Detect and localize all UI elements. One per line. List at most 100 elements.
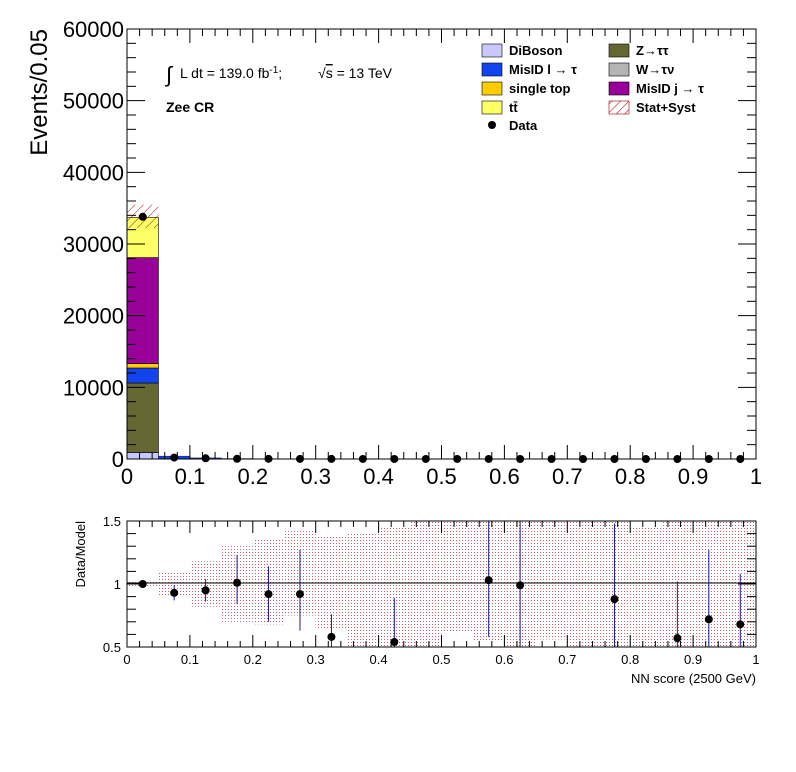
ratio-y-tick-labels: 0.5 1 1.5 [103, 514, 121, 655]
main-y-tick-label: 10000 [63, 375, 124, 400]
main-x-tick-label: 0.3 [300, 464, 331, 489]
legend-swatch-stat-syst [608, 100, 630, 115]
integral-sign: ∫ [164, 62, 174, 87]
ratio-axis-ticks [126, 520, 757, 648]
legend-label: MisID j → τ [636, 81, 704, 96]
legend-label: Stat+Syst [636, 100, 696, 115]
ratio-point [610, 595, 619, 604]
ratio-band-bin [441, 521, 473, 632]
legend-label: DiBoson [509, 43, 563, 58]
main-x-tick-label: 0.8 [615, 464, 646, 489]
stack-bar-misid-j [126, 257, 159, 364]
main-y-tick-label: 20000 [63, 304, 124, 329]
legend: DiBoson Z→ττ MisID l → τ W→τν single top MisI… [481, 43, 704, 133]
main-x-tick-label: 0.9 [678, 464, 709, 489]
legend-label: Data [509, 118, 538, 133]
ratio-point [170, 588, 179, 597]
ratio-x-tick-label: 0.7 [558, 652, 576, 667]
ratio-x-tick-label: 0.8 [621, 652, 639, 667]
main-y-tick-label: 50000 [63, 89, 124, 114]
main-y-tick-label: 40000 [63, 160, 124, 185]
ratio-point [264, 590, 273, 599]
main-y-tick-label: 30000 [63, 232, 124, 257]
data-points [138, 212, 745, 463]
ratio-y-tick-label: 1.5 [103, 514, 121, 529]
ratio-point [704, 615, 713, 624]
legend-swatch-misid-j [608, 81, 630, 96]
ratio-y-tick-label: 1 [114, 577, 121, 592]
legend-swatch-tt [481, 100, 503, 115]
ratio-x-tick-label: 0.9 [684, 652, 702, 667]
ratio-x-tick-label: 0.1 [181, 652, 199, 667]
main-x-tick-labels: 0 0.1 0.2 0.3 0.4 0.5 0.6 0.7 0.8 0.9 1 [121, 464, 762, 489]
ratio-panel: 0.5 1 1.5 0 0.1 0.2 0.3 0.4 0.5 0.6 0.7 0.8 0.9 1 Da… [73, 514, 760, 686]
main-y-axis-label: Events/0.05 [26, 29, 53, 156]
ratio-band-bin [410, 521, 442, 647]
lumi-annotation: L dt = 139.0 fb-1; [180, 65, 282, 81]
ratio-point [327, 632, 336, 641]
legend-label: tt̄ [509, 100, 518, 115]
main-y-tick-labels: 0 10000 20000 30000 40000 50000 60000 [63, 17, 124, 472]
main-x-tick-label: 0.2 [238, 464, 269, 489]
ratio-x-tick-labels: 0 0.1 0.2 0.3 0.4 0.5 0.6 0.7 0.8 0.9 1 [123, 652, 759, 667]
stack-bar-single-top [126, 363, 159, 369]
energy-annotation: √s = 13 TeV [318, 65, 393, 81]
main-x-tick-label: 0.6 [489, 464, 520, 489]
region-label: Zee CR [166, 99, 214, 115]
legend-swatch-w [608, 62, 630, 77]
ratio-band-bin [347, 533, 379, 647]
main-x-tick-label: 1 [750, 464, 762, 489]
ratio-point [673, 634, 682, 643]
ratio-band-bin [315, 536, 348, 629]
legend-label: MisID l → τ [509, 62, 577, 77]
ratio-point [233, 578, 242, 587]
ratio-uncertainty-band [127, 521, 756, 647]
ratio-point [516, 581, 525, 590]
ratio-point [138, 580, 147, 588]
ratio-point [201, 586, 210, 595]
legend-swatch-single-top [481, 81, 503, 96]
main-x-tick-label: 0 [121, 464, 133, 489]
main-frame [126, 28, 757, 460]
ratio-band-bin [535, 521, 568, 640]
legend-label: single top [509, 81, 570, 96]
legend-marker-data [488, 121, 496, 129]
legend-swatch-diboson [481, 43, 503, 58]
ratio-y-axis-label: Data/Model [73, 521, 88, 588]
ratio-x-tick-label: 0.4 [370, 652, 388, 667]
main-x-tick-label: 0.4 [363, 464, 394, 489]
stack-bar-z [126, 382, 159, 453]
main-y-tick-label: 0 [112, 447, 124, 472]
ratio-point [484, 576, 493, 585]
ratio-frame [126, 520, 757, 648]
data-point [201, 454, 210, 463]
ratio-point [390, 637, 399, 646]
data-point [138, 212, 147, 221]
ratio-x-tick-label: 0.2 [244, 652, 262, 667]
legend-swatch-misid-l [481, 62, 503, 77]
data-point [170, 453, 179, 462]
legend-label: Z→ττ [636, 43, 669, 58]
ratio-band-bin [567, 521, 599, 647]
legend-label: W→τν [636, 62, 674, 77]
ratio-point [295, 590, 304, 599]
ratio-band-bin [630, 527, 662, 647]
ratio-points [138, 521, 745, 647]
ratio-x-tick-label: 0.6 [495, 652, 513, 667]
stack-bars [126, 217, 757, 460]
main-x-tick-label: 0.1 [175, 464, 206, 489]
ratio-x-tick-label: 0.3 [307, 652, 325, 667]
legend-swatch-z [608, 43, 630, 58]
stack-bar-misid-l [126, 367, 159, 384]
stack-bar-diboson [126, 452, 159, 460]
ratio-point [736, 620, 745, 629]
ratio-x-tick-label: 0 [123, 652, 130, 667]
ratio-x-tick-label: 1 [752, 652, 759, 667]
main-y-tick-label: 60000 [63, 17, 124, 42]
ratio-x-axis-label: NN score (2500 GeV) [631, 671, 756, 686]
main-x-tick-label: 0.5 [426, 464, 457, 489]
ratio-x-tick-label: 0.5 [432, 652, 450, 667]
main-x-tick-label: 0.7 [552, 464, 583, 489]
